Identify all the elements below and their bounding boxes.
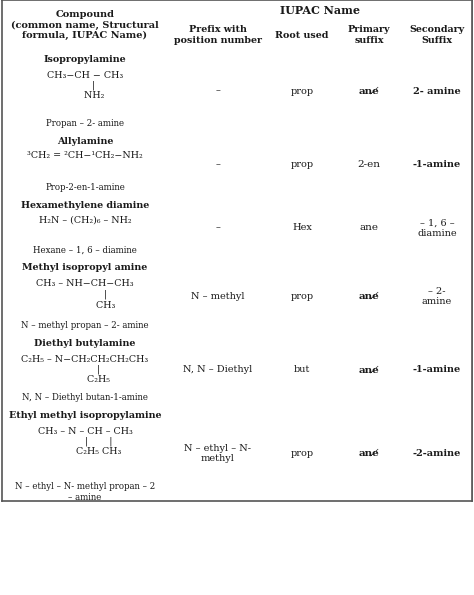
- Text: –: –: [216, 160, 220, 169]
- Text: Secondary
Suffix: Secondary Suffix: [410, 26, 465, 45]
- Text: Ethyl methyl isopropylamine: Ethyl methyl isopropylamine: [9, 411, 161, 419]
- Bar: [402, 197, 472, 259]
- Text: H₂N – (CH₂)₆ – NH₂: H₂N – (CH₂)₆ – NH₂: [39, 215, 131, 224]
- Bar: [268, 259, 336, 334]
- Text: Prop-2-en-1-amine: Prop-2-en-1-amine: [45, 183, 125, 193]
- Bar: [336, 20, 402, 50]
- Text: ane: ane: [359, 224, 379, 233]
- Text: N, N – Diethyl butan-1-amine: N, N – Diethyl butan-1-amine: [22, 393, 148, 402]
- Bar: [168, 197, 268, 259]
- Bar: [336, 259, 402, 334]
- Text: Hex: Hex: [292, 224, 312, 233]
- Bar: [336, 50, 402, 132]
- Text: N – ethyl – N-
methyl: N – ethyl – N- methyl: [184, 444, 252, 463]
- Text: Methyl isopropyl amine: Methyl isopropyl amine: [22, 264, 147, 273]
- Bar: [2, 334, 168, 406]
- Text: C₂H₅: C₂H₅: [60, 375, 110, 384]
- Text: ane̸: ane̸: [359, 292, 379, 301]
- Text: but: but: [294, 365, 310, 374]
- Bar: [2, 50, 168, 132]
- Text: Root used: Root used: [275, 30, 328, 39]
- Bar: [168, 132, 268, 197]
- Text: |: |: [74, 81, 96, 90]
- Text: NH₂: NH₂: [66, 92, 104, 101]
- Text: Isopropylamine: Isopropylamine: [44, 55, 126, 64]
- Text: N, N – Diethyl: N, N – Diethyl: [183, 365, 253, 374]
- Text: 2- amine: 2- amine: [413, 86, 461, 96]
- Bar: [402, 334, 472, 406]
- Bar: [168, 334, 268, 406]
- Text: Primary
suffix: Primary suffix: [348, 26, 390, 45]
- Bar: [2, 259, 168, 334]
- Text: |: |: [63, 290, 108, 299]
- Text: CH₃: CH₃: [55, 300, 116, 309]
- Text: ane̸: ane̸: [359, 449, 379, 458]
- Bar: [268, 132, 336, 197]
- Bar: [402, 20, 472, 50]
- Bar: [2, 0, 168, 50]
- Bar: [336, 197, 402, 259]
- Text: C₂H₅ CH₃: C₂H₅ CH₃: [49, 447, 121, 456]
- Text: |       |: | |: [58, 437, 112, 446]
- Bar: [402, 406, 472, 501]
- Text: N – ethyl – N- methyl propan – 2
– amine: N – ethyl – N- methyl propan – 2 – amine: [15, 483, 155, 502]
- Text: ane̸: ane̸: [359, 365, 379, 374]
- Text: – 1, 6 –
diamine: – 1, 6 – diamine: [417, 218, 457, 237]
- Text: -1-amine: -1-amine: [413, 160, 461, 169]
- Text: Hexane – 1, 6 – diamine: Hexane – 1, 6 – diamine: [33, 246, 137, 255]
- Text: -2-amine: -2-amine: [413, 449, 461, 458]
- Text: prop: prop: [291, 160, 314, 169]
- Text: prop: prop: [291, 292, 314, 301]
- Text: C₂H₅ – N−CH₂CH₂CH₂CH₃: C₂H₅ – N−CH₂CH₂CH₂CH₃: [21, 355, 149, 364]
- Text: IUPAC Name: IUPAC Name: [280, 5, 360, 15]
- Text: Diethyl butylamine: Diethyl butylamine: [34, 339, 136, 347]
- Bar: [168, 259, 268, 334]
- Bar: [402, 132, 472, 197]
- Text: CH₃−CH − CH₃: CH₃−CH − CH₃: [47, 70, 123, 80]
- Text: N – methyl: N – methyl: [191, 292, 245, 301]
- Text: -1-amine: -1-amine: [413, 365, 461, 374]
- Text: 2-en: 2-en: [357, 160, 381, 169]
- Text: – 2-
amine: – 2- amine: [422, 287, 452, 306]
- Text: Propan – 2- amine: Propan – 2- amine: [46, 118, 124, 127]
- Text: N – methyl propan – 2- amine: N – methyl propan – 2- amine: [21, 321, 149, 330]
- Text: ³CH₂ = ²CH−¹CH₂−NH₂: ³CH₂ = ²CH−¹CH₂−NH₂: [27, 151, 143, 159]
- Bar: [2, 132, 168, 197]
- Bar: [268, 50, 336, 132]
- Bar: [268, 406, 336, 501]
- Text: –: –: [216, 86, 220, 96]
- Bar: [268, 334, 336, 406]
- Bar: [268, 20, 336, 50]
- Text: Allylamine: Allylamine: [57, 136, 113, 146]
- Text: CH₃ – NH−CH−CH₃: CH₃ – NH−CH−CH₃: [36, 280, 134, 289]
- Bar: [168, 50, 268, 132]
- Bar: [336, 334, 402, 406]
- Bar: [168, 0, 472, 20]
- Bar: [402, 259, 472, 334]
- Bar: [268, 197, 336, 259]
- Text: prop: prop: [291, 86, 314, 96]
- Text: CH₃ – N – CH – CH₃: CH₃ – N – CH – CH₃: [37, 427, 132, 436]
- Text: –: –: [216, 224, 220, 233]
- Bar: [336, 132, 402, 197]
- Text: Prefix with
position number: Prefix with position number: [174, 26, 262, 45]
- Bar: [168, 20, 268, 50]
- Bar: [336, 406, 402, 501]
- Text: Hexamethylene diamine: Hexamethylene diamine: [21, 202, 149, 211]
- Bar: [2, 406, 168, 501]
- Text: Compound
(common name, Structural
formula, IUPAC Name): Compound (common name, Structural formul…: [11, 10, 159, 40]
- Bar: [2, 197, 168, 259]
- Text: prop: prop: [291, 449, 314, 458]
- Text: |: |: [70, 365, 100, 374]
- Text: ane̸: ane̸: [359, 86, 379, 96]
- Bar: [168, 406, 268, 501]
- Bar: [402, 50, 472, 132]
